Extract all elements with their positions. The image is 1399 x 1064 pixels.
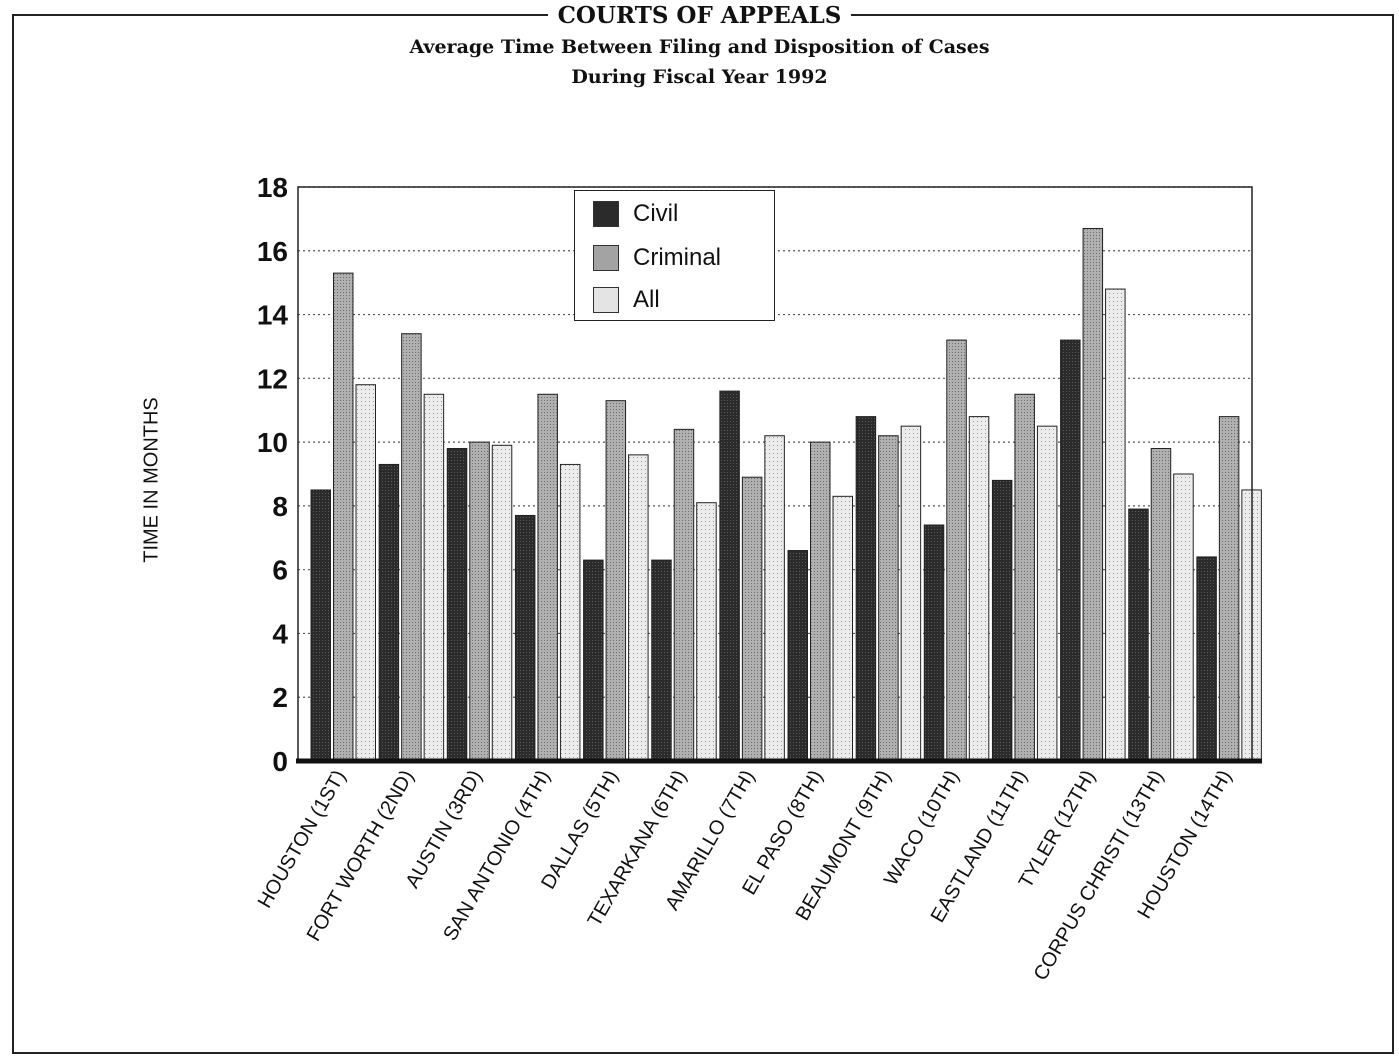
bar-criminal [1218,416,1240,762]
legend-item-civil: Civil [593,199,678,229]
y-tick-label: 10 [257,427,288,458]
bar-all [559,463,581,762]
bar-criminal [1082,227,1104,762]
y-tick-label: 0 [272,746,288,777]
bar-civil [310,489,331,762]
bar-all [968,416,990,762]
y-tick-label: 16 [257,236,288,267]
chart-title: COURTS OF APPEALS [0,2,1399,29]
bar-all [900,425,922,762]
bar-civil [923,524,945,762]
legend-label-civil: Civil [633,200,679,227]
x-tick-label: WACO (10TH) [880,767,964,890]
bar-civil [719,390,740,762]
bar-all [628,454,649,762]
y-tick-label: 8 [272,491,288,522]
bar-civil [651,559,672,762]
bar-all [1173,473,1194,762]
bar-all [832,495,853,762]
bar-criminal [1014,393,1035,762]
bar-criminal [741,476,763,762]
bars [310,227,1262,762]
bar-criminal [469,441,490,762]
bar-criminal [537,393,558,762]
bar-civil [514,514,536,762]
bar-civil [583,559,604,762]
bar-civil [991,479,1013,762]
bar-all [1105,288,1126,762]
bar-criminal [605,400,627,762]
bar-criminal [810,441,831,762]
chart-subtitle-line1: Average Time Between Filing and Disposit… [409,36,990,58]
legend-swatch-criminal [593,245,619,271]
bar-all [491,444,513,762]
y-tick-labels: 0 2 4 6 8 10 12 14 16 18 [257,172,289,777]
bar-criminal [878,435,899,762]
bar-criminal [673,428,695,762]
bar-civil [1196,556,1217,762]
y-tick-label: 6 [272,555,288,586]
bar-all [423,393,445,762]
bar-civil [446,447,468,762]
bar-civil [787,550,808,762]
legend-swatch-all [593,287,619,313]
legend-item-all: All [593,285,660,315]
legend-swatch-civil [593,201,619,227]
y-tick-label: 4 [272,618,288,649]
x-tick-label: CORPUS CHRISTI (13TH) [1030,767,1169,985]
bar-civil [855,416,877,762]
y-tick-label: 18 [257,172,288,203]
bar-all [1036,425,1058,762]
bar-criminal [333,272,354,762]
y-tick-label: 2 [272,682,288,713]
legend: Civil Criminal All [574,190,775,321]
legend-item-criminal: Criminal [593,243,721,273]
bar-civil [1060,339,1081,762]
bar-all [696,502,717,762]
axes [296,186,1262,764]
legend-label-all: All [633,286,660,313]
bar-civil [378,463,400,762]
bar-civil [1128,508,1149,762]
legend-label-criminal: Criminal [633,244,722,271]
chart-subtitle-line2: During Fiscal Year 1992 [571,66,828,88]
y-tick-label: 12 [257,363,288,394]
y-tick-label: 14 [257,300,289,331]
bar-criminal [1150,447,1172,762]
bar-criminal [401,333,422,762]
bar-all [764,435,785,762]
bar-all [355,384,376,762]
x-tick-labels: HOUSTON (1ST)FORT WORTH (2ND)AUSTIN (3RD… [254,767,1237,985]
bar-criminal [946,339,967,762]
